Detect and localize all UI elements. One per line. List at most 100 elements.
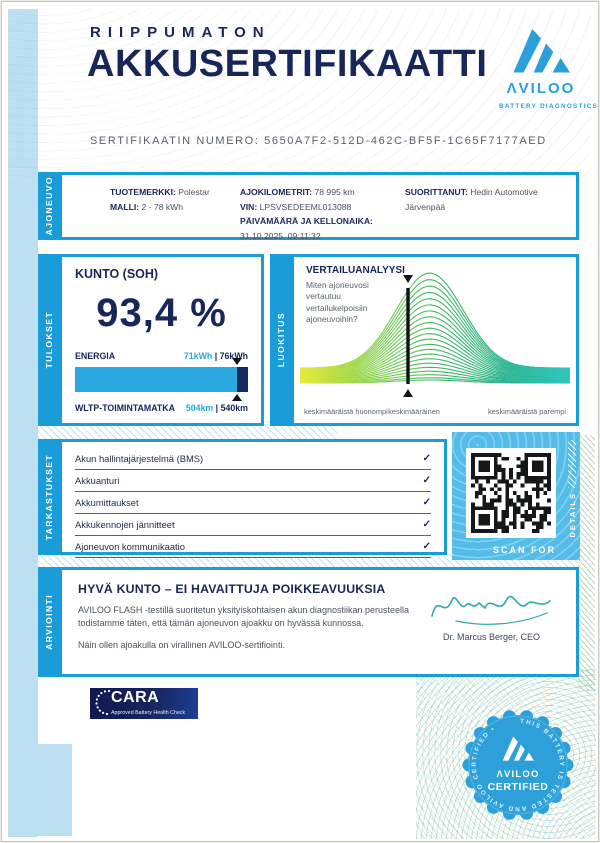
x-label-worse: keskimääräistä huonompi — [304, 407, 388, 416]
assessment-title: HYVÄ KUNTO – EI HAVAITTUJA POIKKEAVUUKSI… — [78, 582, 386, 596]
section-tab-rating: LUOKITUS — [270, 254, 291, 426]
certified-badge: THIS BATTERY IS TESTED AND AVILOO CERTIF… — [458, 705, 578, 825]
vehicle-col-2: AJOKILOMETRIT: 78 995 km VIN: LPSVSEDEEM… — [240, 185, 373, 243]
badge-brand: ΛVILOO — [496, 769, 539, 780]
x-label-better: keskimääräistä parempi — [487, 407, 566, 416]
distribution-chart — [299, 271, 571, 403]
soh-label: KUNTO (SOH) — [75, 267, 159, 281]
check-label: Ajoneuvon kommunikaatio — [75, 541, 185, 552]
cara-title: CARA — [111, 689, 160, 706]
vehicle-col-3: SUORITTANUT: Hedin Automotive Järvenpää — [405, 185, 545, 214]
energy-separator: | — [214, 351, 218, 361]
range-values: 504km | 540km — [186, 403, 248, 413]
check-row: Akun hallintajärjestelmä (BMS) ✓ — [75, 448, 431, 470]
section-tab-assessment: ARVIOINTI — [38, 567, 59, 677]
qr-panel: SCAN FOR DETAILS — [452, 432, 580, 560]
chart-subtitle: Miten ajoneuvosi vertautuu vertailukelpo… — [306, 280, 369, 325]
check-ok-icon: ✓ — [422, 497, 431, 508]
section-tab-label: ARVIOINTI — [43, 594, 54, 650]
soh-bar — [75, 358, 248, 401]
signature-icon — [430, 595, 551, 625]
brand-tagline: BATTERY DIAGNOSTICS — [499, 103, 599, 110]
check-ok-icon: ✓ — [422, 475, 431, 486]
section-tab-label: AJONEUVO — [43, 176, 54, 236]
left-accent-strip — [8, 9, 38, 837]
check-row: Akkuanturi ✓ — [75, 470, 431, 492]
check-ok-icon: ✓ — [422, 519, 431, 530]
range-label: WLTP-TOIMINTAMATKA — [75, 403, 175, 413]
certificate-number-label: SERTIFIKAATIN NUMERO: — [90, 135, 260, 147]
range-separator: | — [215, 403, 219, 413]
assessment-card: HYVÄ KUNTO – EI HAVAITTUJA POIKKEAVUUKSI… — [59, 567, 579, 677]
hatch-decoration — [568, 440, 576, 488]
qr-code — [466, 448, 556, 538]
qr-caption-side: DETAILS — [568, 492, 577, 538]
check-row: Akkumittaukset ✓ — [75, 492, 431, 514]
qr-caption-bottom: SCAN FOR — [493, 545, 556, 555]
brand-wordmark: ΛVILOO — [506, 80, 576, 97]
performer-label: SUORITTANUT: — [405, 187, 468, 197]
assessment-paragraph: Näin ollen ajoakulla on virallinen AVILO… — [78, 640, 285, 651]
section-tab-label: LUOKITUS — [275, 312, 286, 368]
model-label: MALLI: — [110, 201, 140, 212]
vehicle-card: TUOTEMERKKI: Polestar MALLI: 2 - 78 kWh … — [59, 172, 579, 243]
x-label-average: keskimääräinen — [388, 407, 440, 416]
doc-kicker: RIIPPUMATON — [90, 24, 271, 41]
energy-row: ENERGIA 71kWh | 76kWh — [75, 351, 248, 361]
brand-value: Polestar — [178, 187, 210, 197]
section-tab-vehicle: AJONEUVO — [38, 172, 59, 240]
soh-bar-fill — [75, 367, 237, 392]
aviloo-logo-icon — [513, 28, 570, 73]
check-ok-icon: ✓ — [422, 453, 431, 464]
check-row: Akkukennojen jännitteet ✓ — [75, 514, 431, 536]
range-current: 504km — [185, 403, 214, 413]
certificate-number-value: 5650A7F2-512D-462C-BF5F-1C65F7177AED — [264, 135, 547, 147]
soh-marker-top-icon — [231, 358, 242, 370]
model-value: 2 - 78 kWh — [141, 201, 184, 212]
performer-value: Hedin Automotive Järvenpää — [405, 187, 538, 212]
energy-original: 76kWh — [219, 351, 248, 361]
section-tab-checks: TARKASTUKSET — [38, 439, 59, 555]
vin-value: LPSVSEDEEML013088 — [259, 201, 352, 212]
certificate-number: SERTIFIKAATIN NUMERO: 5650A7F2-512D-462C… — [90, 135, 547, 147]
energy-label: ENERGIA — [75, 351, 116, 361]
range-original: 540km — [220, 403, 248, 413]
cara-logo: CARA Approved Battery Health Check — [90, 688, 198, 719]
soh-value: 93,4 % — [96, 291, 227, 335]
badge-aviloo-icon — [502, 736, 534, 761]
odometer-label: AJOKILOMETRIT: — [240, 187, 313, 197]
brand-label: TUOTEMERKKI: — [110, 187, 176, 197]
chart-x-labels: keskimääräistä huonompi keskimääräinen k… — [304, 407, 566, 417]
datetime-value: 31.10.2025, 09:11:32 — [240, 230, 321, 241]
odometer-value: 78 995 km — [314, 187, 355, 197]
page-title: AKKUSERTIFIKAATTI — [87, 43, 488, 85]
check-label: Akkumittaukset — [75, 497, 139, 508]
range-row: WLTP-TOIMINTAMATKA 504km | 540km — [75, 403, 248, 413]
checks-card: Akun hallintajärjestelmä (BMS) ✓ Akkuant… — [59, 439, 447, 558]
badge-label: CERTIFIED — [488, 781, 549, 793]
vehicle-col-1: TUOTEMERKKI: Polestar MALLI: 2 - 78 kWh — [110, 185, 210, 214]
background-wave-pattern — [9, 9, 591, 184]
cara-subtitle: Approved Battery Health Check — [111, 710, 186, 716]
check-label: Akun hallintajärjestelmä (BMS) — [75, 453, 204, 464]
cara-stars-icon — [95, 689, 111, 716]
hatch-decoration-green — [578, 435, 595, 691]
results-card: KUNTO (SOH) 93,4 % ENERGIA 71kWh | 76kWh… — [59, 254, 264, 426]
chart-title: VERTAILUANALYYSI — [306, 265, 405, 276]
section-tab-label: TARKASTUKSET — [43, 453, 54, 541]
rating-card: VERTAILUANALYYSI Miten ajoneuvosi vertau… — [291, 254, 579, 426]
datetime-label: PÄIVÄMÄÄRÄ JA KELLONAIKA: — [240, 216, 373, 226]
soh-marker-bottom-icon — [231, 389, 242, 401]
assessment-paragraph: AVILOO FLASH -testillä suoritetun yksity… — [78, 605, 409, 629]
check-label: Akkuanturi — [75, 475, 120, 486]
energy-current: 71kWh — [183, 351, 213, 361]
check-ok-icon: ✓ — [422, 541, 431, 552]
section-tab-results: TULOKSET — [38, 254, 59, 426]
signature-block: Dr. Marcus Berger, CEO — [419, 586, 564, 642]
check-row: Ajoneuvon kommunikaatio ✓ — [75, 536, 431, 558]
brand-logo: ΛVILOO BATTERY DIAGNOSTICS — [499, 22, 599, 110]
energy-values: 71kWh | 76kWh — [184, 351, 248, 361]
assessment-body: AVILOO FLASH -testillä suoritetun yksity… — [78, 604, 423, 652]
section-tab-label: TULOKSET — [43, 311, 54, 369]
